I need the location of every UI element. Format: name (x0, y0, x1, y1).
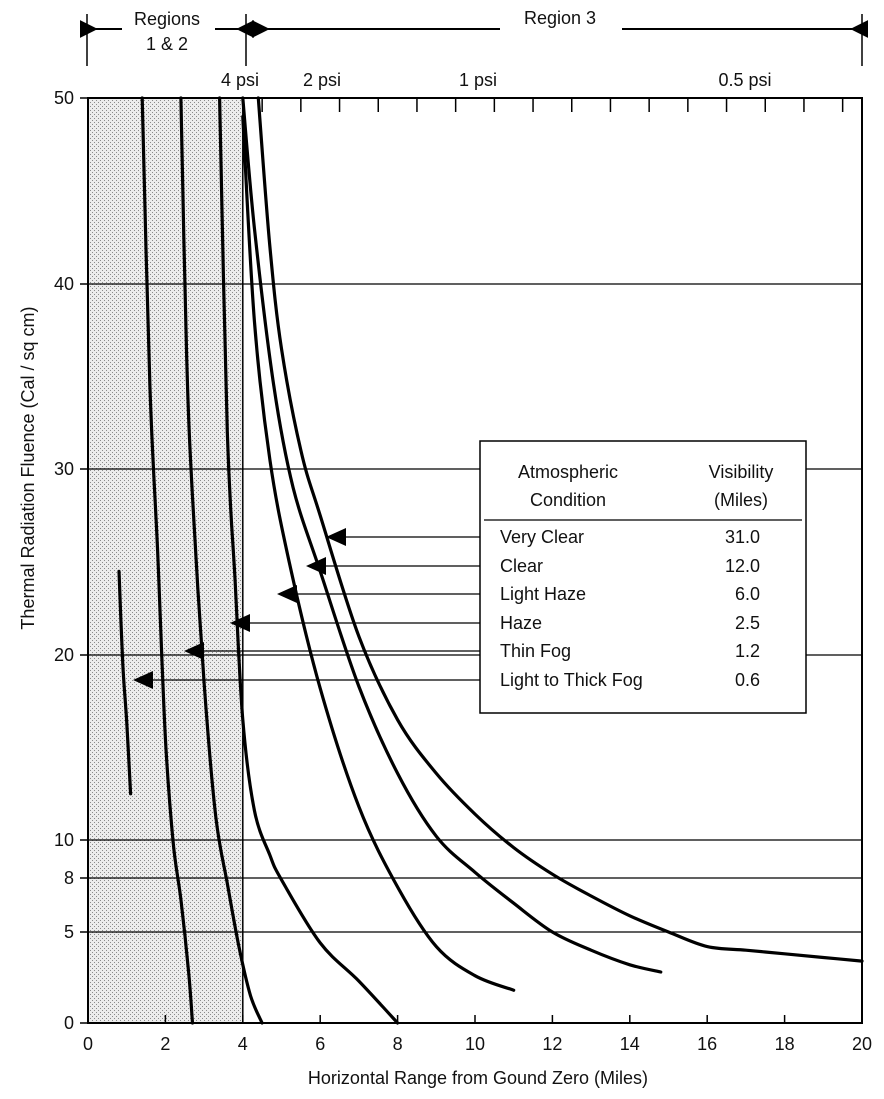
x-tick-label-12: 12 (542, 1034, 562, 1054)
legend-arrow-haze (230, 614, 250, 632)
legend-arrow-clear (306, 557, 326, 575)
x-tick-label-18: 18 (775, 1034, 795, 1054)
legend-header-visibility-1: Visibility (709, 462, 774, 482)
psi-label-1: 1 psi (459, 70, 497, 90)
series-line-fog-extension (117, 569, 133, 796)
legend-visibility-very-clear: 31.0 (725, 527, 760, 547)
legend-visibility-light-haze: 6.0 (735, 584, 760, 604)
x-axis-ticks: 0 2 4 6 8 10 12 14 16 18 20 (83, 1015, 872, 1054)
legend-visibility-thin-fog: 1.2 (735, 641, 760, 661)
psi-label-05: 0.5 psi (718, 70, 771, 90)
legend-arrow-very-clear (326, 528, 346, 546)
y-tick-label-20: 20 (54, 645, 74, 665)
x-tick-label-0: 0 (83, 1034, 93, 1054)
region-3-label: Region 3 (524, 8, 596, 28)
y-axis-title: Thermal Radiation Fluence (Cal / sq cm) (18, 306, 38, 629)
x-tick-label-10: 10 (465, 1034, 485, 1054)
legend-header-condition-1: Atmospheric (518, 462, 618, 482)
legend-condition-haze: Haze (500, 613, 542, 633)
series-line-light-haze (241, 115, 516, 992)
series-line-very-clear (256, 96, 864, 963)
y-tick-label-50: 50 (54, 88, 74, 108)
legend-rows: Very Clear 31.0 Clear 12.0 Light Haze 6.0 Haze… (133, 527, 760, 690)
legend-header-condition-2: Condition (530, 490, 606, 510)
legend-visibility-light-to-thick-fog: 0.6 (735, 670, 760, 690)
legend-visibility-clear: 12.0 (725, 556, 760, 576)
y-tick-label-0: 0 (64, 1013, 74, 1033)
legend-condition-light-to-thick-fog: Light to Thick Fog (500, 670, 643, 690)
series-line-haze (218, 96, 400, 1025)
legend-condition-clear: Clear (500, 556, 543, 576)
series-line-thin-fog (179, 96, 264, 1025)
legend-condition-very-clear: Very Clear (500, 527, 584, 547)
shaded-region (88, 98, 243, 1023)
top-axis-ticks (261, 98, 844, 112)
x-tick-label-16: 16 (697, 1034, 717, 1054)
x-tick-label-6: 6 (315, 1034, 325, 1054)
psi-label-4: 4 psi (221, 70, 259, 90)
gridlines (88, 283, 862, 933)
y-tick-label-5: 5 (64, 922, 74, 942)
legend-condition-thin-fog: Thin Fog (500, 641, 571, 661)
legend: Atmospheric Condition Visibility (Miles)… (133, 440, 807, 714)
y-tick-label-30: 30 (54, 459, 74, 479)
x-axis-title: Horizontal Range from Gound Zero (Miles) (308, 1068, 648, 1088)
plot-frame (87, 97, 863, 1024)
x-tick-label-20: 20 (852, 1034, 872, 1054)
y-axis-ticks: 0 5 8 10 20 30 40 50 (54, 88, 88, 1033)
x-tick-label-14: 14 (620, 1034, 640, 1054)
legend-header-visibility-2: (Miles) (714, 490, 768, 510)
legend-arrow-light-haze (277, 585, 297, 603)
x-tick-label-8: 8 (393, 1034, 403, 1054)
series-line-clear (241, 96, 663, 974)
series-line-light-to-thick-fog (140, 96, 195, 1025)
regions-12-label-line2: 1 & 2 (146, 34, 188, 54)
legend-condition-light-haze: Light Haze (500, 584, 586, 604)
y-tick-label-8: 8 (64, 868, 74, 888)
y-tick-label-40: 40 (54, 274, 74, 294)
legend-arrow-thin-fog (184, 642, 204, 660)
y-tick-label-10: 10 (54, 830, 74, 850)
series-lines (117, 96, 864, 1025)
psi-label-2: 2 psi (303, 70, 341, 90)
x-tick-label-4: 4 (238, 1034, 248, 1054)
legend-box (479, 440, 807, 714)
x-tick-label-2: 2 (160, 1034, 170, 1054)
legend-arrow-light-to-thick-fog (133, 671, 153, 689)
regions-12-label-line1: Regions (134, 9, 200, 29)
legend-visibility-haze: 2.5 (735, 613, 760, 633)
region-annotations: Regions 1 & 2 Region 3 4 psi 2 psi 1 psi… (79, 8, 869, 90)
